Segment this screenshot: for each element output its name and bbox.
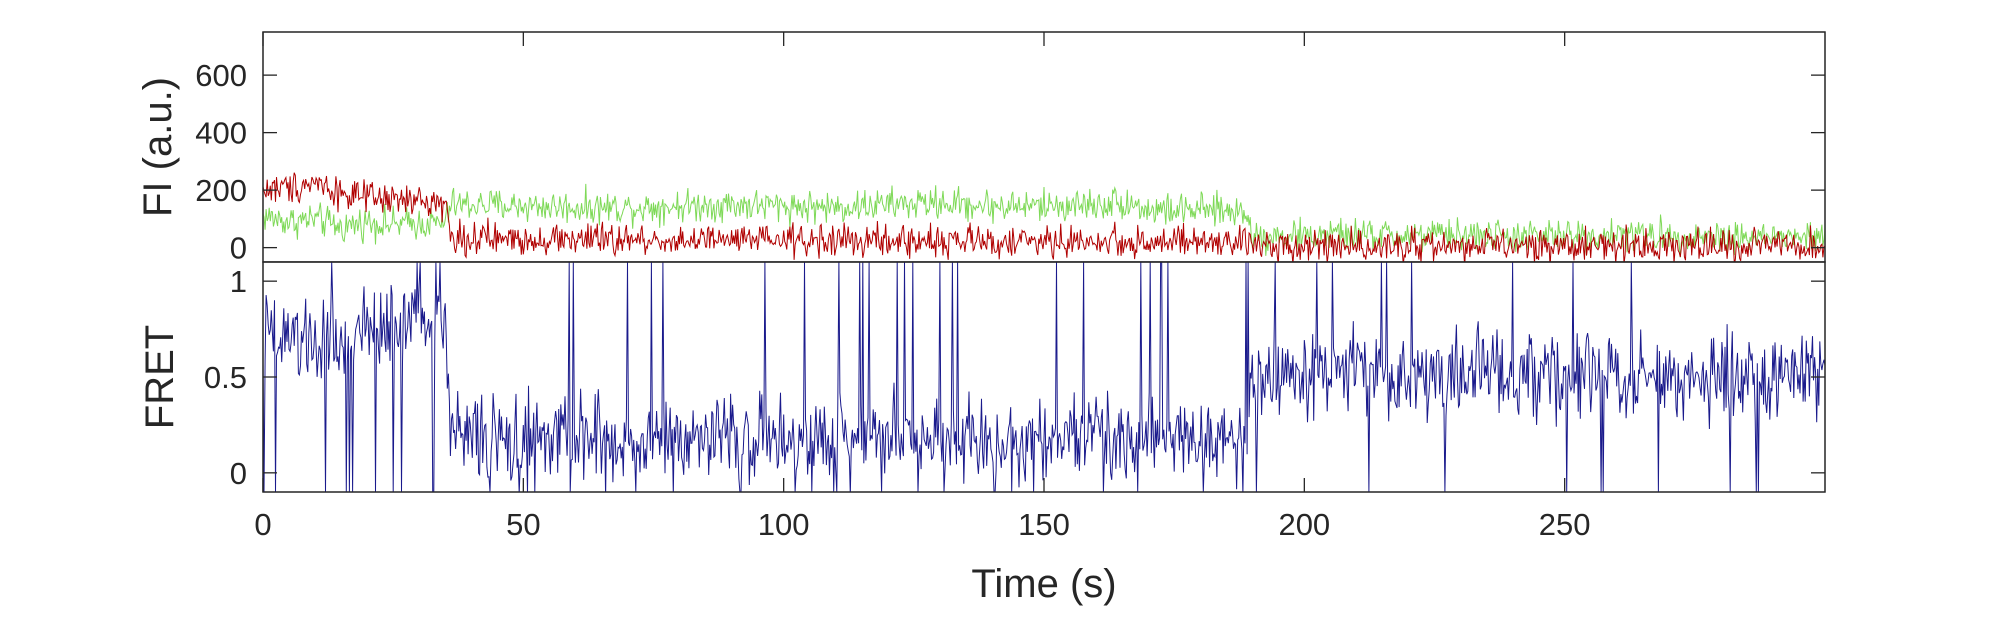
- fret-series-1-trace: [263, 262, 1825, 492]
- time-x-tick-label: 250: [1539, 507, 1591, 542]
- fluorescence-y-tick-label: 200: [195, 173, 247, 208]
- fret-ticks: 00.510 50 100 150 200 250: [204, 32, 1825, 542]
- time-x-tick-label: 50: [506, 507, 540, 542]
- fluorescence-y-tick-label: 0: [230, 231, 247, 266]
- fluorescence-y-tick-label: 600: [195, 58, 247, 93]
- fluorescence-panel: 0 200 400 600 FI (a.u.): [136, 31, 1826, 266]
- time-x-tick-label: 100: [758, 507, 810, 542]
- fret-y-tick-label: 0: [230, 456, 247, 491]
- fret-traces: [263, 262, 1825, 492]
- time-x-tick-label: 200: [1278, 507, 1330, 542]
- fluorescence-series-2-trace: [263, 172, 1825, 262]
- fluorescence-series-1-trace: [263, 183, 1825, 258]
- time-x-tick-label: 0: [254, 507, 271, 542]
- fret-y-axis-label: FRET: [138, 325, 182, 429]
- fret-axes-box-outline: [262, 261, 1826, 493]
- fluorescence-y-tick-label: 400: [195, 116, 247, 151]
- fluorescence-axes-box: [262, 31, 1826, 263]
- fret-panel: 00.510 50 100 150 200 250 FRET Time (s): [138, 32, 1826, 606]
- time-x-axis-label: Time (s): [971, 562, 1116, 606]
- time-x-tick-label: 150: [1018, 507, 1070, 542]
- fret-y-tick-label: 0.5: [204, 360, 247, 395]
- fluorescence-traces: [263, 172, 1825, 262]
- fluorescence-ticks: 0 200 400 600: [195, 58, 1825, 266]
- fluorescence-y-axis-label: FI (a.u.): [136, 77, 180, 217]
- fret-y-tick-label: 1: [230, 264, 247, 299]
